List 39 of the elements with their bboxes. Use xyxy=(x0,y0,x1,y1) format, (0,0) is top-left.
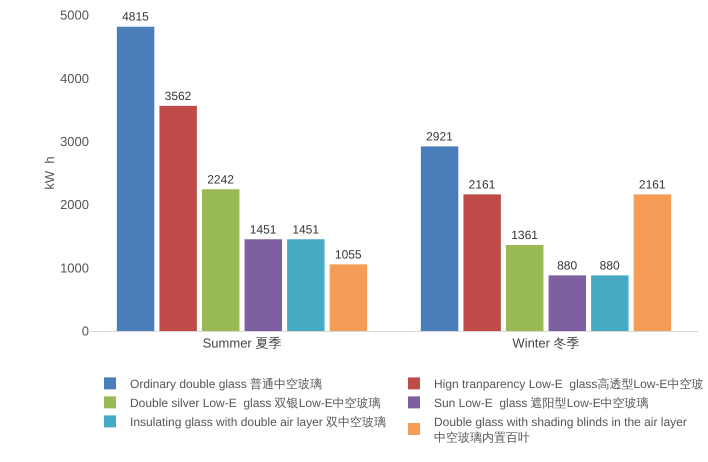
bar xyxy=(159,106,197,331)
data-label: 880 xyxy=(600,258,620,272)
legend-label: Hign tranparency Low-E glass高透型Low-E中空玻 xyxy=(434,377,704,392)
data-label: 2161 xyxy=(468,177,496,192)
data-label: 2921 xyxy=(426,129,454,144)
bar xyxy=(634,194,672,331)
data-label: 3562 xyxy=(164,88,192,103)
y-tick-label: 3000 xyxy=(60,134,89,149)
data-label: 1361 xyxy=(511,228,538,242)
bar xyxy=(244,239,282,331)
data-label: 2161 xyxy=(638,177,666,192)
x-tick-label: Summer 夏季 xyxy=(202,336,282,351)
y-tick-label: 1000 xyxy=(60,260,89,276)
bar xyxy=(330,264,368,331)
data-label: 1451 xyxy=(292,222,320,236)
y-tick-label: 4000 xyxy=(60,70,89,86)
bar xyxy=(420,146,458,331)
y-tick-label: 2000 xyxy=(60,197,89,212)
bar xyxy=(506,244,544,331)
legend-label: Ordinary double glass 普通中空玻璃 xyxy=(130,377,322,392)
legend-label: Insulating glass with double air layer 双中空玻璃 xyxy=(130,415,386,430)
bar xyxy=(202,189,240,331)
x-tick-label: Winter 冬季 xyxy=(512,336,580,351)
bar xyxy=(591,275,629,331)
bar xyxy=(548,275,586,331)
bar xyxy=(463,194,501,331)
data-label: 880 xyxy=(557,258,578,272)
bar xyxy=(116,26,154,331)
data-label: 2242 xyxy=(207,172,234,186)
y-tick-label: 5000 xyxy=(60,8,89,23)
legend-label: Double silver Low-E glass 双银Low-E中空玻璃 xyxy=(130,396,381,410)
legend-label: Sun Low-E glass 遮阳型Low-E中空玻璃 xyxy=(434,396,649,410)
data-label: 1055 xyxy=(334,247,362,262)
bar xyxy=(287,239,325,331)
y-axis-title: kW h xyxy=(42,156,57,190)
data-label: 4815 xyxy=(122,10,150,24)
y-tick-label: 0 xyxy=(82,324,89,339)
data-label: 1451 xyxy=(250,222,277,236)
legend-label: Double glass with shading blinds in the air layer 中空玻璃内置百叶 xyxy=(434,414,687,444)
